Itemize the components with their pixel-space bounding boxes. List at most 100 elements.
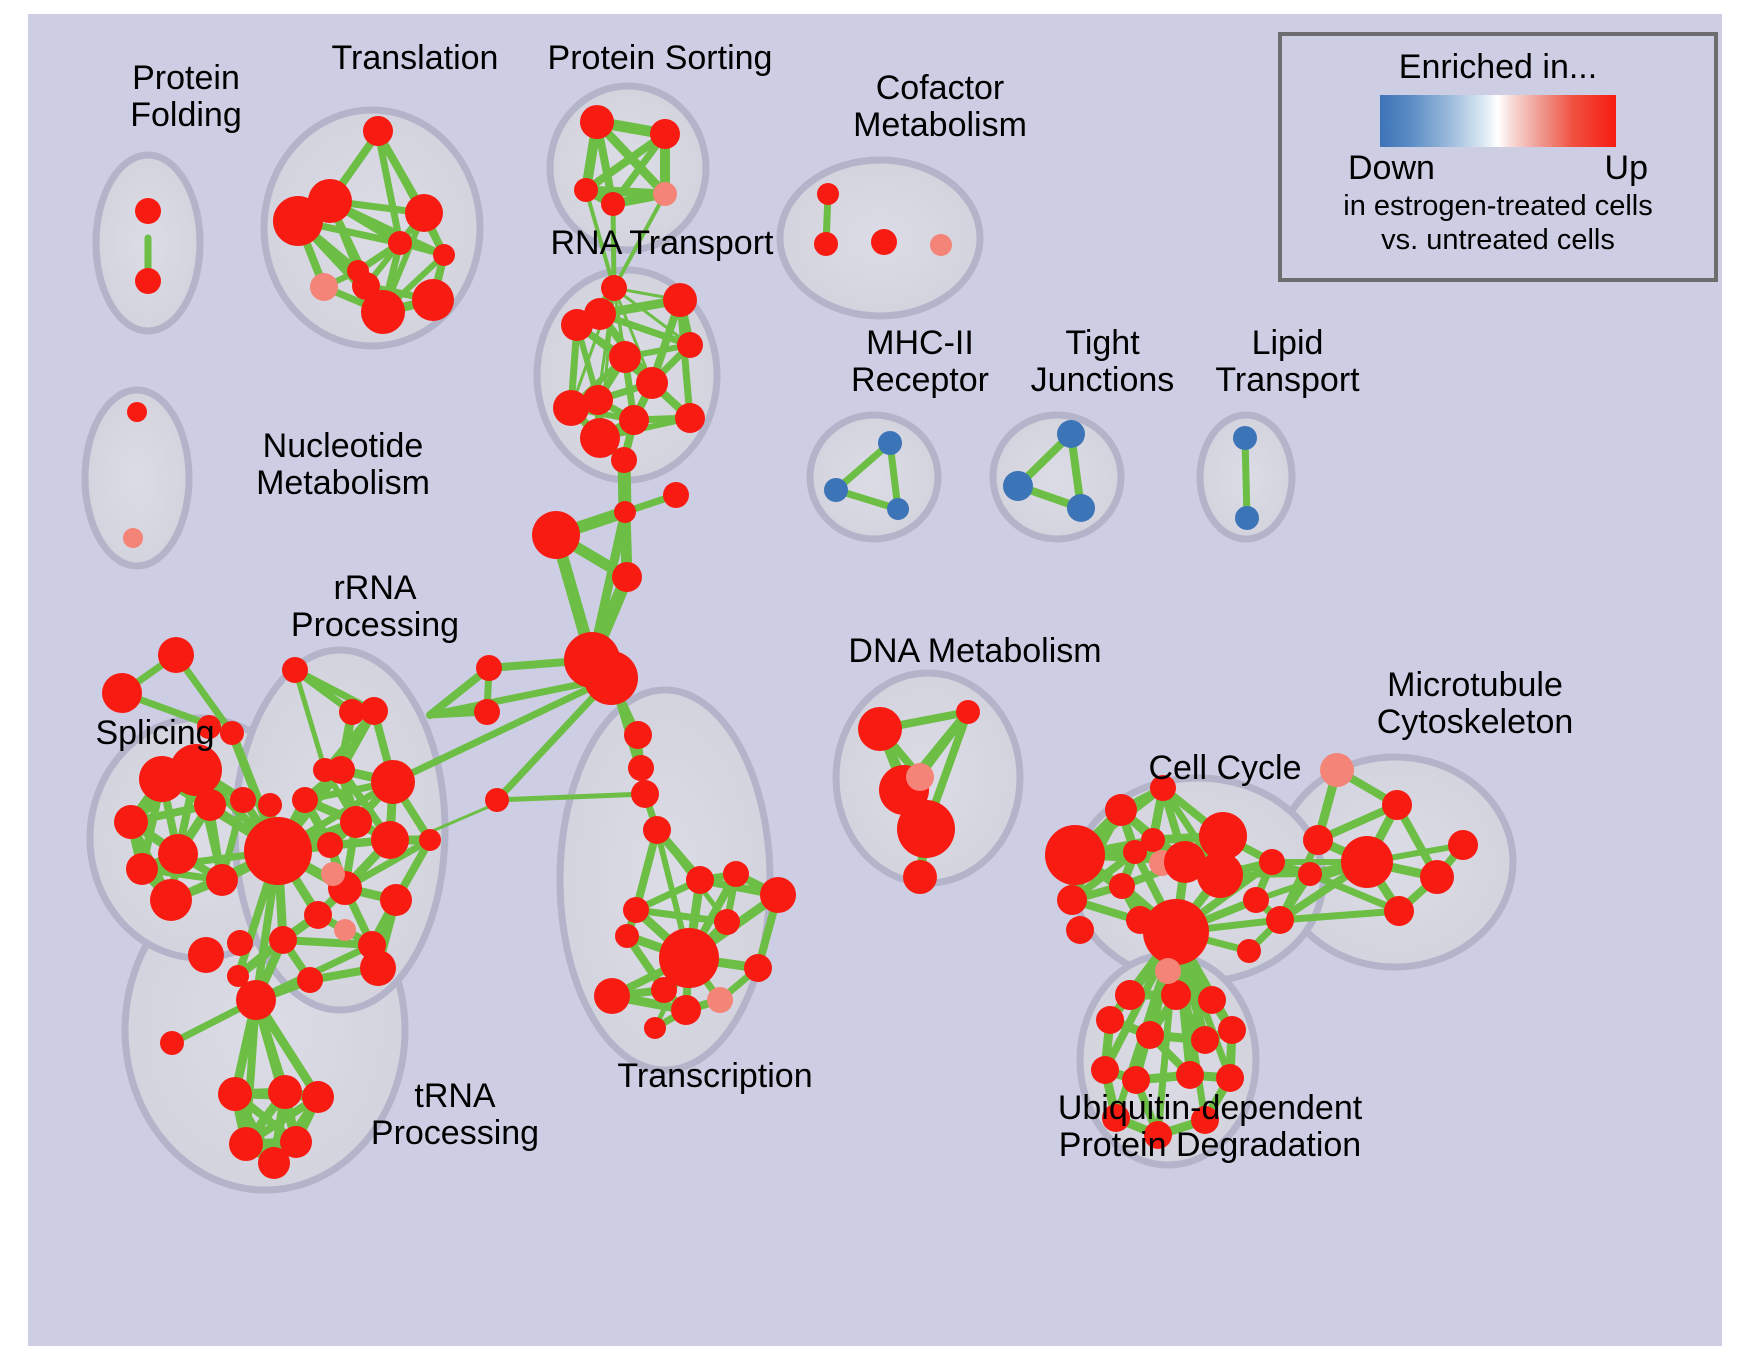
node: [282, 657, 308, 683]
node: [858, 707, 902, 751]
node-faint: [310, 273, 338, 301]
node: [614, 501, 636, 523]
node-faint: [707, 987, 733, 1013]
node-faint: [321, 862, 345, 886]
node: [160, 1031, 184, 1055]
node: [1122, 1066, 1150, 1094]
node-down: [1235, 506, 1259, 530]
node: [1259, 849, 1285, 875]
node: [197, 715, 221, 739]
node: [1382, 790, 1412, 820]
node: [1199, 812, 1247, 860]
node-down: [1003, 471, 1033, 501]
node: [360, 697, 388, 725]
cluster-halo-nucleotide-metabolism: [81, 386, 193, 570]
node: [956, 700, 980, 724]
node: [659, 928, 719, 988]
node: [388, 231, 412, 255]
node: [227, 965, 249, 987]
node: [897, 800, 955, 858]
node: [1136, 1021, 1164, 1049]
node-down: [1233, 426, 1257, 450]
node: [135, 268, 161, 294]
node: [619, 405, 649, 435]
node-faint: [930, 234, 952, 256]
node: [1303, 825, 1333, 855]
node: [474, 699, 500, 725]
node: [553, 390, 589, 426]
node: [1218, 1016, 1246, 1044]
node: [671, 995, 701, 1025]
node-faint: [906, 763, 934, 791]
node: [102, 673, 142, 713]
node: [339, 699, 365, 725]
node: [258, 793, 282, 817]
node: [363, 116, 393, 146]
node: [561, 309, 593, 341]
node: [1164, 841, 1206, 883]
node: [317, 832, 343, 858]
node: [1150, 775, 1176, 801]
node: [643, 816, 671, 844]
node-down: [887, 498, 909, 520]
node: [1105, 794, 1137, 826]
node: [580, 105, 614, 139]
node: [236, 980, 276, 1020]
node: [817, 183, 839, 205]
node: [1143, 899, 1209, 965]
node: [273, 196, 323, 246]
node: [230, 787, 256, 813]
node: [594, 978, 630, 1014]
node: [814, 232, 838, 256]
node-faint: [334, 919, 356, 941]
node: [269, 926, 297, 954]
legend-caption-line2: vs. untreated cells: [1381, 224, 1615, 257]
node: [663, 283, 697, 317]
node: [1141, 828, 1165, 852]
node: [1191, 1106, 1219, 1134]
node-down: [1057, 420, 1085, 448]
node: [651, 977, 677, 1003]
node: [188, 937, 224, 973]
node: [476, 655, 502, 681]
node: [760, 877, 796, 913]
node: [371, 760, 415, 804]
node: [1161, 980, 1191, 1010]
node: [297, 967, 323, 993]
legend-caption-line1: in estrogen-treated cells: [1343, 190, 1653, 222]
node: [611, 447, 637, 473]
cluster-halo-protein-sorting: [546, 82, 710, 254]
node: [1102, 1104, 1130, 1132]
node: [723, 861, 749, 887]
node: [615, 924, 639, 948]
node: [360, 950, 396, 986]
node: [609, 341, 641, 373]
node: [206, 864, 238, 896]
node: [583, 385, 613, 415]
node: [1243, 887, 1269, 913]
node: [1216, 1064, 1244, 1092]
node: [714, 909, 740, 935]
node: [1198, 986, 1226, 1014]
node: [580, 418, 620, 458]
legend-box: Enriched in... Down Up in estrogen-treat…: [1278, 32, 1718, 282]
node: [244, 817, 312, 885]
cluster-halo-mhc-ii-receptor: [806, 411, 942, 543]
node: [419, 829, 441, 851]
node: [1341, 836, 1393, 888]
node: [1176, 1061, 1204, 1089]
node: [114, 805, 148, 839]
node: [1191, 1026, 1219, 1054]
node: [302, 1081, 334, 1113]
node-down: [878, 431, 902, 455]
node: [158, 834, 198, 874]
node: [371, 821, 409, 859]
node: [158, 637, 194, 673]
node: [150, 879, 192, 921]
node: [380, 884, 412, 916]
legend-low-label: Down: [1348, 149, 1435, 187]
legend-high-label: Up: [1604, 149, 1648, 187]
node: [1266, 906, 1294, 934]
node: [532, 511, 580, 559]
